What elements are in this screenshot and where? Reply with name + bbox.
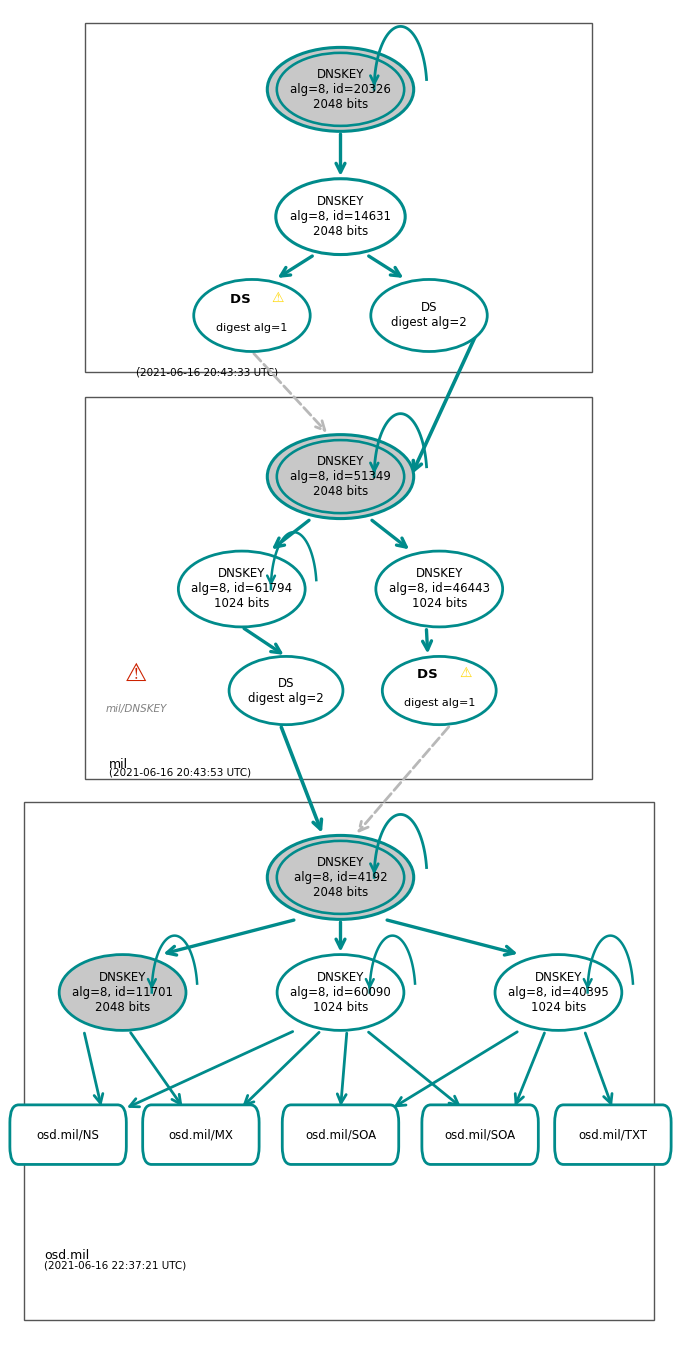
Text: DS
digest alg=2: DS digest alg=2 (248, 677, 324, 704)
Text: osd.mil/SOA: osd.mil/SOA (445, 1128, 516, 1141)
Ellipse shape (382, 657, 496, 724)
Text: osd.mil/MX: osd.mil/MX (168, 1128, 234, 1141)
Ellipse shape (229, 657, 343, 724)
Text: DNSKEY
alg=8, id=61794
1024 bits: DNSKEY alg=8, id=61794 1024 bits (191, 567, 292, 611)
Ellipse shape (193, 279, 310, 352)
Text: ⚠: ⚠ (272, 291, 284, 305)
Text: mil: mil (109, 758, 128, 770)
Text: (2021-06-16 20:43:33 UTC): (2021-06-16 20:43:33 UTC) (136, 368, 279, 378)
FancyBboxPatch shape (10, 1105, 127, 1164)
Text: DNSKEY
alg=8, id=51349
2048 bits: DNSKEY alg=8, id=51349 2048 bits (290, 455, 391, 498)
Ellipse shape (276, 53, 405, 126)
Text: DS: DS (417, 668, 447, 681)
Text: (2021-06-16 22:37:21 UTC): (2021-06-16 22:37:21 UTC) (44, 1261, 187, 1270)
Ellipse shape (267, 47, 413, 131)
FancyBboxPatch shape (282, 1105, 399, 1164)
Ellipse shape (267, 435, 413, 519)
Ellipse shape (59, 955, 186, 1030)
Text: ⚠: ⚠ (459, 666, 471, 680)
Ellipse shape (178, 551, 305, 627)
Ellipse shape (267, 835, 413, 919)
Ellipse shape (277, 955, 404, 1030)
FancyBboxPatch shape (85, 23, 592, 372)
Text: DS
digest alg=2: DS digest alg=2 (391, 302, 467, 329)
Text: DNSKEY
alg=8, id=20326
2048 bits: DNSKEY alg=8, id=20326 2048 bits (290, 68, 391, 111)
Ellipse shape (495, 955, 622, 1030)
Text: DS: DS (230, 292, 260, 306)
Ellipse shape (376, 551, 503, 627)
Text: DNSKEY
alg=8, id=4192
2048 bits: DNSKEY alg=8, id=4192 2048 bits (294, 856, 387, 899)
Ellipse shape (370, 279, 488, 352)
FancyBboxPatch shape (85, 397, 592, 779)
Text: osd.mil: osd.mil (44, 1250, 89, 1262)
Ellipse shape (276, 841, 405, 914)
FancyBboxPatch shape (554, 1105, 671, 1164)
Text: digest alg=1: digest alg=1 (404, 697, 475, 708)
Ellipse shape (276, 179, 405, 255)
Text: osd.mil/TXT: osd.mil/TXT (578, 1128, 648, 1141)
Text: .: . (136, 359, 140, 371)
Text: DNSKEY
alg=8, id=14631
2048 bits: DNSKEY alg=8, id=14631 2048 bits (290, 195, 391, 238)
Text: ⚠: ⚠ (125, 662, 147, 686)
Text: DNSKEY
alg=8, id=11701
2048 bits: DNSKEY alg=8, id=11701 2048 bits (72, 971, 173, 1014)
FancyBboxPatch shape (24, 802, 654, 1320)
Text: mil/DNSKEY: mil/DNSKEY (106, 704, 167, 715)
Text: osd.mil/SOA: osd.mil/SOA (305, 1128, 376, 1141)
Ellipse shape (276, 440, 405, 513)
FancyBboxPatch shape (142, 1105, 259, 1164)
Text: DNSKEY
alg=8, id=40395
1024 bits: DNSKEY alg=8, id=40395 1024 bits (508, 971, 609, 1014)
Text: DNSKEY
alg=8, id=46443
1024 bits: DNSKEY alg=8, id=46443 1024 bits (389, 567, 490, 611)
Text: DNSKEY
alg=8, id=60090
1024 bits: DNSKEY alg=8, id=60090 1024 bits (290, 971, 391, 1014)
Text: digest alg=1: digest alg=1 (217, 322, 287, 333)
FancyBboxPatch shape (422, 1105, 538, 1164)
Text: (2021-06-16 20:43:53 UTC): (2021-06-16 20:43:53 UTC) (109, 768, 251, 777)
Text: osd.mil/NS: osd.mil/NS (37, 1128, 99, 1141)
